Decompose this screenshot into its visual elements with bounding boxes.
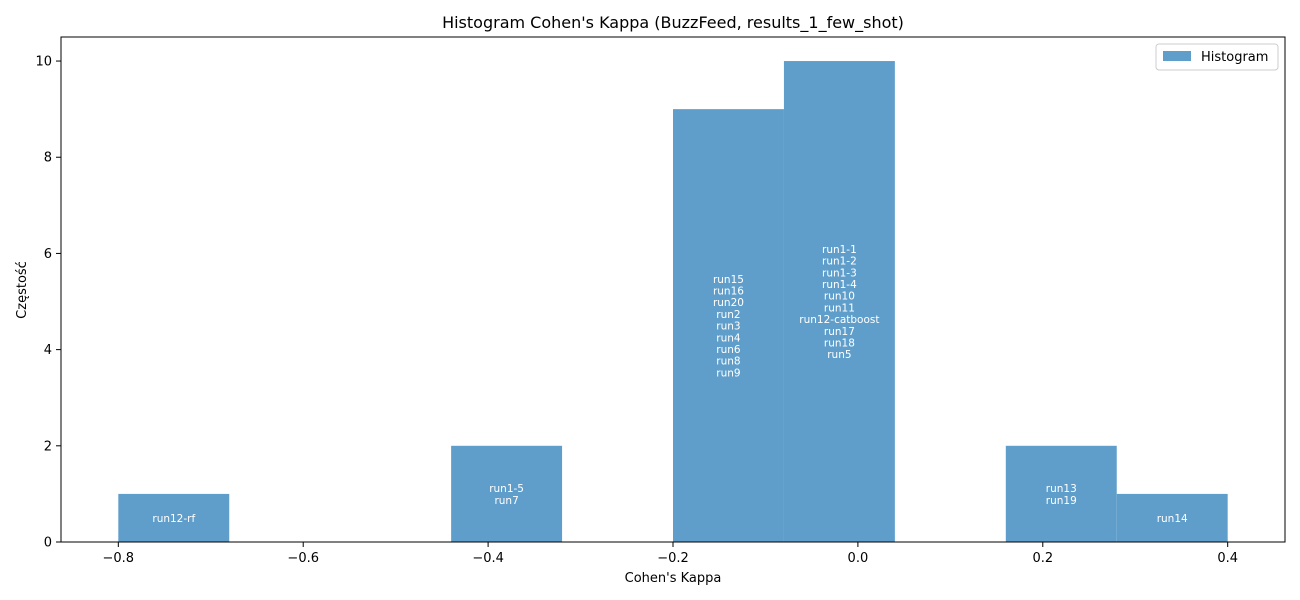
bar-label-line: run4 xyxy=(716,332,741,344)
bar-label-line: run16 xyxy=(713,285,744,297)
histogram-bar xyxy=(451,445,563,542)
x-tick-label: 0.0 xyxy=(848,551,869,566)
x-tick-label: 0.2 xyxy=(1032,551,1053,566)
bar-label-line: run3 xyxy=(716,321,740,333)
y-tick-label: 10 xyxy=(35,55,52,70)
bar-label: run13 run19 xyxy=(1046,483,1077,507)
y-tick-label: 8 xyxy=(44,151,52,166)
chart-title: Histogram Cohen's Kappa (BuzzFeed, resul… xyxy=(442,13,904,33)
x-tick-label: −0.6 xyxy=(287,551,319,566)
y-axis-ticks: 0 2 4 6 8 10 xyxy=(35,55,61,551)
histogram-bar xyxy=(1116,493,1228,542)
histogram-bar xyxy=(673,109,784,543)
bar-label: run14 xyxy=(1157,513,1188,525)
x-tick-label: −0.4 xyxy=(472,551,504,566)
bar-label-line: run6 xyxy=(716,344,741,356)
legend-swatch xyxy=(1163,51,1191,61)
bar-label-line: run1-2 xyxy=(822,256,857,268)
y-tick-label: 6 xyxy=(44,247,52,262)
bar-label-line: run19 xyxy=(1046,495,1077,507)
bar-label-line: run1-5 xyxy=(489,483,524,495)
bar-label-line: run12-catboost xyxy=(799,314,879,326)
histogram-bar xyxy=(1005,445,1117,542)
x-axis-title: Cohen's Kappa xyxy=(625,571,722,586)
bar-label-line: run10 xyxy=(824,291,855,303)
y-axis-title: Częstość xyxy=(15,261,30,319)
bar-label-line: run20 xyxy=(713,297,744,309)
bar-label-line: run1-4 xyxy=(822,279,857,291)
bar-label-line: run1-1 xyxy=(822,244,857,256)
bar-label-line: run5 xyxy=(827,349,851,361)
bar-label: run1-5 run7 xyxy=(489,483,524,507)
bar-label-line: run18 xyxy=(824,337,855,349)
legend-label: Histogram xyxy=(1201,50,1268,65)
legend-frame xyxy=(1155,43,1279,71)
y-tick-label: 0 xyxy=(44,536,52,551)
bar-label-line: run2 xyxy=(716,309,740,321)
x-tick-label: 0.4 xyxy=(1217,551,1238,566)
bar-label: run15 run16 run20 run2 run3 run4 run6 run8 run9 xyxy=(713,274,744,380)
bar-label-line: run13 xyxy=(1046,483,1077,495)
histogram-bar xyxy=(118,493,230,542)
bar-label-line: run11 xyxy=(824,302,855,314)
bar-label-line: run17 xyxy=(824,326,855,338)
bar-label-line: run8 xyxy=(716,356,740,368)
bar-label: run12-rf xyxy=(152,513,195,525)
x-tick-label: −0.8 xyxy=(103,551,135,566)
bar-label-line: run12-rf xyxy=(152,513,195,525)
x-axis-ticks: −0.8 −0.6 −0.4 −0.2 0.0 0.2 0.4 xyxy=(103,542,1238,566)
bar-label-line: run1-3 xyxy=(822,267,857,279)
bar-label-line: run14 xyxy=(1157,513,1188,525)
bars-group xyxy=(118,61,1228,543)
histogram-bar xyxy=(783,61,895,543)
y-tick-label: 2 xyxy=(44,439,52,454)
bar-label-line: run15 xyxy=(713,274,744,286)
bar-label: run1-1 run1-2 run1-3 run1-4 run10 run11 run12-… xyxy=(799,244,879,361)
y-tick-label: 4 xyxy=(44,343,52,358)
legend: Histogram xyxy=(1155,43,1279,71)
bar-label-line: run7 xyxy=(494,495,518,507)
x-tick-label: −0.2 xyxy=(657,551,689,566)
bar-label-line: run9 xyxy=(716,367,740,379)
